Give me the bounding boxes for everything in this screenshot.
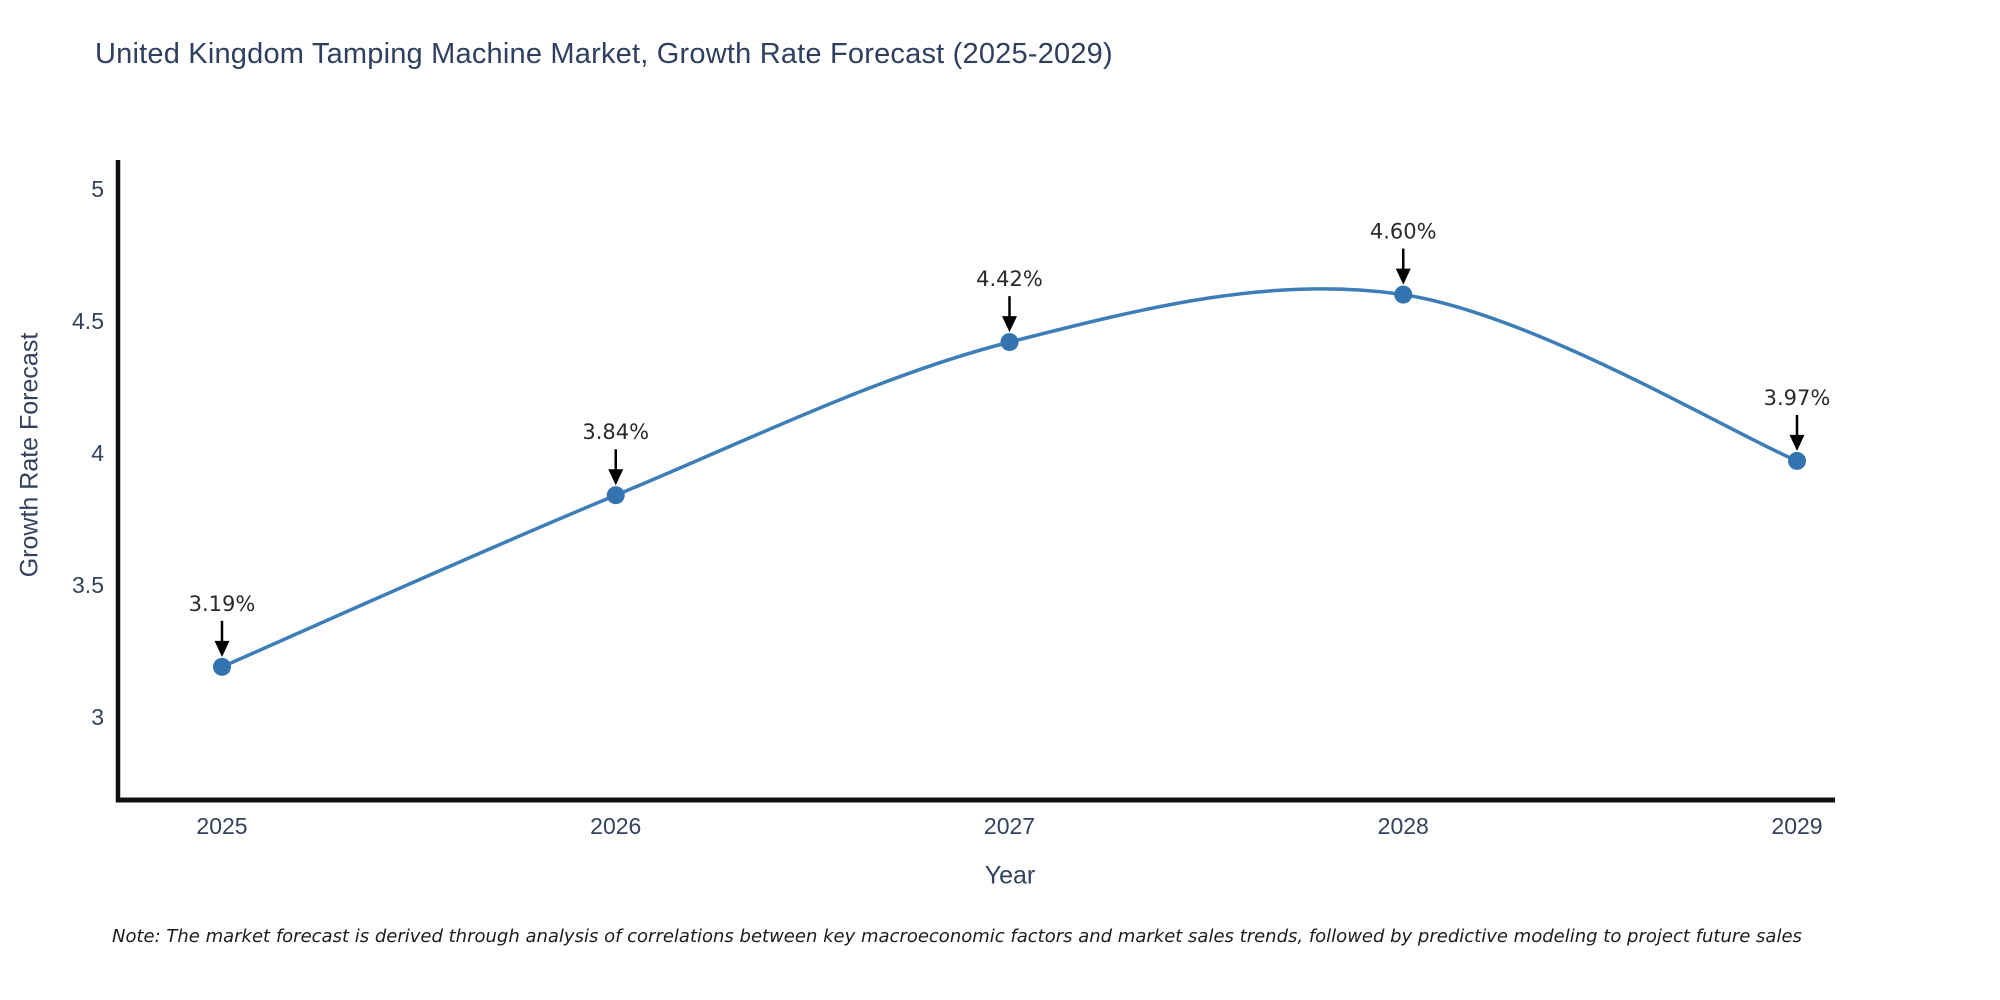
- data-point-label: 3.97%: [1764, 386, 1831, 410]
- y-tick-label: 4.5: [72, 308, 104, 334]
- annotation-arrow-head: [1789, 434, 1805, 451]
- x-tick-label: 2025: [196, 813, 247, 839]
- data-point-2027: [1000, 333, 1019, 352]
- annotation-arrow-head: [1395, 268, 1411, 285]
- data-point-2025: [213, 657, 231, 676]
- y-tick-label: 5: [91, 176, 104, 202]
- data-point-label: 4.60%: [1370, 220, 1437, 244]
- data-point-label: 3.19%: [189, 592, 256, 616]
- footnote: Note: The market forecast is derived thr…: [112, 926, 1802, 947]
- annotation-arrow-head: [214, 640, 230, 657]
- annotation-arrow-head: [608, 469, 624, 486]
- data-point-label: 4.42%: [976, 267, 1043, 291]
- data-point-2026: [606, 486, 625, 505]
- data-point-2029: [1788, 451, 1806, 470]
- data-point-label: 3.84%: [582, 420, 649, 444]
- annotation-arrow-head: [1002, 316, 1017, 333]
- y-tick-label: 4: [91, 440, 104, 466]
- x-tick-label: 2027: [984, 813, 1035, 839]
- x-axis-title: Year: [984, 861, 1036, 890]
- chart-title: United Kingdom Tamping Machine Market, G…: [95, 38, 1113, 70]
- y-tick-label: 3.5: [72, 572, 104, 598]
- x-tick-label: 2028: [1378, 813, 1429, 839]
- x-tick-label: 2029: [1771, 813, 1822, 839]
- data-point-2028: [1394, 285, 1413, 304]
- line-chart-plot: 3.19% 3.84% 4.42% 4.60% 3.97% 3 3.5 4 4.5 5 2025 20…: [72, 160, 1835, 839]
- y-tick-label: 3: [91, 704, 104, 730]
- x-tick-label: 2026: [590, 813, 641, 839]
